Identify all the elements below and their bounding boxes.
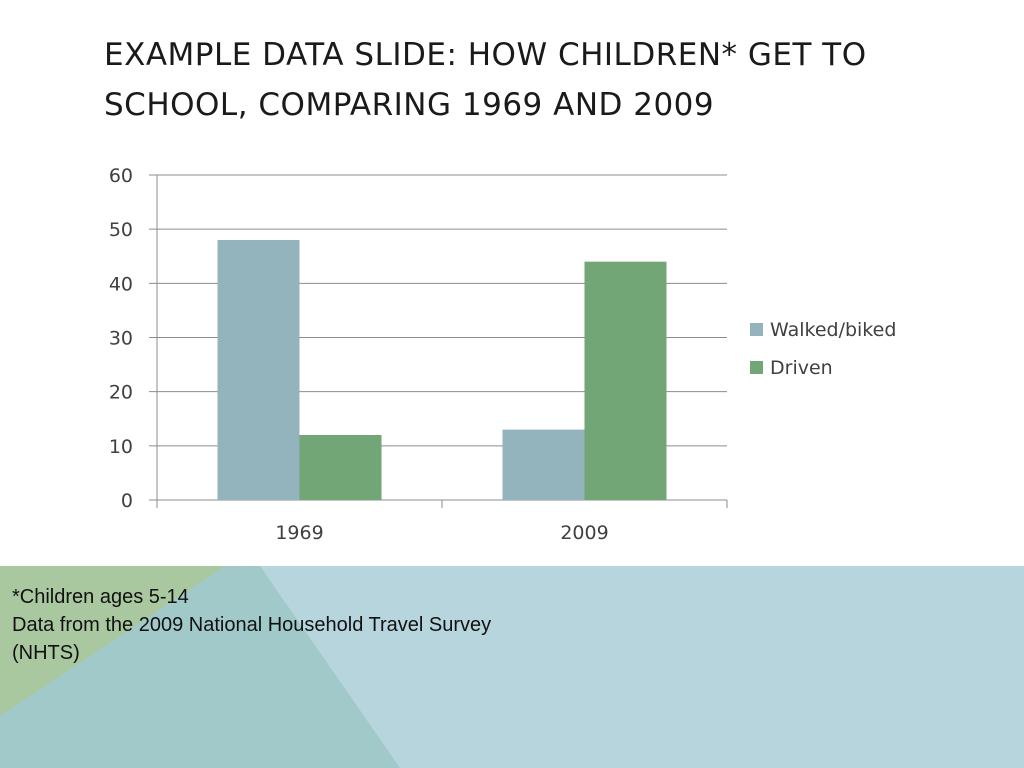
chart-area: 0 10 20 30 40 50 60 1969 2009 Walked/biked Driven: [0, 150, 1024, 550]
legend-swatch: [750, 323, 763, 336]
bar-driven-1969: [299, 435, 382, 500]
bar-walked-biked-1969: [217, 240, 300, 500]
footer-note-line: Data from the 2009 National Household Tr…: [12, 614, 492, 636]
footer-green-shape: [0, 566, 225, 716]
bar-walked-biked-2009: [502, 429, 585, 500]
x-tick-label: 1969: [275, 522, 323, 544]
legend-swatch: [750, 361, 763, 374]
bar-driven-2009: [584, 261, 667, 500]
y-tick-label: 50: [109, 219, 133, 241]
legend-label: Walked/biked: [770, 319, 896, 341]
bar-chart: 0 10 20 30 40 50 60 1969 2009 Walked/biked Driven: [109, 165, 897, 544]
footer-panel: *Children ages 5-14 Data from the 2009 N…: [0, 566, 1024, 768]
y-tick-label: 20: [109, 382, 133, 404]
footer-notes: *Children ages 5-14 Data from the 2009 N…: [12, 583, 652, 667]
footer-note-line: *Children ages 5-14: [12, 586, 189, 608]
y-tick-label: 10: [109, 436, 133, 458]
y-tick-label: 30: [109, 328, 133, 350]
y-tick-label: 40: [109, 273, 133, 295]
footer-note-line: (NHTS): [12, 642, 80, 664]
y-tick-label: 60: [109, 165, 133, 187]
legend-label: Driven: [770, 357, 833, 379]
x-tick-label: 2009: [560, 522, 608, 544]
footer-background: [0, 566, 1024, 768]
y-tick-label: 0: [121, 490, 133, 512]
slide-title: Example data slide: How children* get to…: [104, 37, 867, 123]
